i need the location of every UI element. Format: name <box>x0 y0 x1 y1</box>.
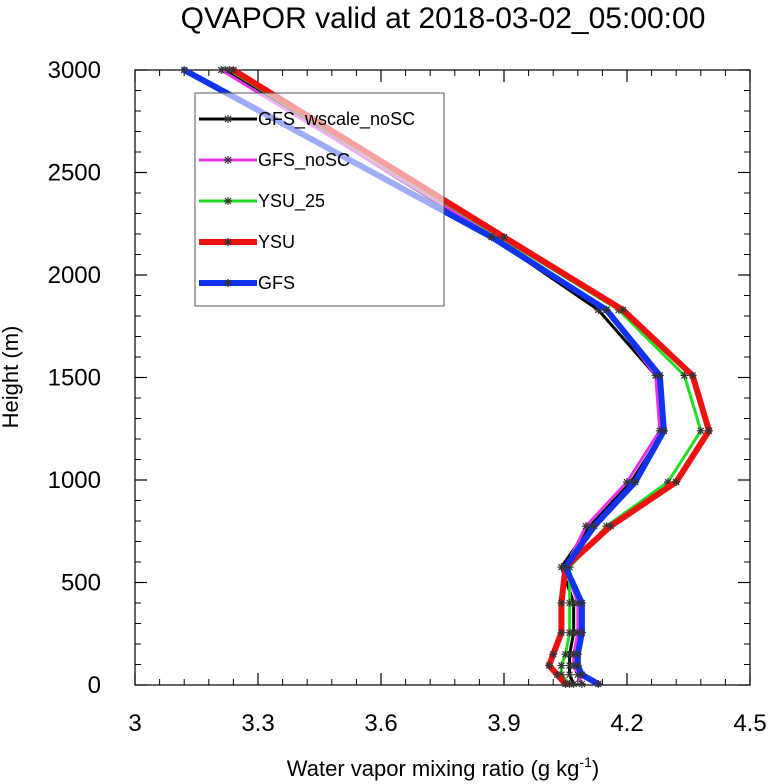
series-layer <box>180 66 713 688</box>
data-point-gfs <box>655 371 664 380</box>
legend-label: GFS <box>258 273 295 293</box>
y-tick-label: 1000 <box>48 467 101 494</box>
x-axis-label-main: Water vapor mixing ratio (g kg <box>287 756 580 781</box>
x-tick-label: 3 <box>128 710 141 737</box>
y-tick-label: 500 <box>61 570 101 597</box>
legend: GFS_wscale_noSC GFS_noSC YSU_25 YSU GFS <box>194 92 445 307</box>
data-point-gfs-nosc <box>623 478 631 487</box>
data-point-ysu <box>553 670 562 679</box>
chart-title: QVAPOR valid at 2018-03-02_05:00:00 <box>181 2 706 35</box>
y-tick-label: 3000 <box>48 57 101 84</box>
legend-label: GFS_noSC <box>258 150 350 171</box>
data-point-ysu <box>672 478 681 487</box>
data-point-ysu <box>705 426 713 435</box>
data-point-gfs <box>590 522 599 531</box>
x-axis-label-superscript: -1 <box>579 754 592 770</box>
data-point-gfs <box>602 305 611 314</box>
legend-item-ysu: YSU <box>199 232 295 252</box>
legend-label: YSU <box>258 232 295 252</box>
data-point-gfs-wscale-nosc <box>565 670 574 679</box>
data-point-ysu <box>606 522 615 531</box>
data-point-gfs <box>487 233 496 242</box>
x-axis-ticks: 3 3.3 3.6 3.9 4.2 4.5 <box>128 70 767 737</box>
data-point-ysu-25 <box>696 426 705 435</box>
data-point-ysu <box>500 233 508 242</box>
data-point-ysu <box>549 650 558 659</box>
data-point-ysu-25 <box>557 661 566 670</box>
legend-marker <box>224 115 232 123</box>
legend-marker <box>224 238 232 246</box>
data-point-gfs <box>573 650 582 659</box>
y-tick-label: 2000 <box>48 262 101 289</box>
series-line-ysu <box>230 67 712 687</box>
data-point-gfs <box>594 679 603 688</box>
y-tick-label: 0 <box>88 672 101 699</box>
y-axis-ticks: 0 500 1000 1500 2000 2500 3000 <box>48 57 750 699</box>
data-point-gfs-nosc <box>577 679 586 688</box>
x-tick-label: 3.6 <box>364 710 397 737</box>
legend-marker <box>224 156 232 164</box>
data-point-gfs-nosc <box>582 522 590 531</box>
data-point-gfs <box>577 628 586 637</box>
data-point-gfs-nosc <box>217 66 226 74</box>
data-point-ysu-25 <box>565 599 574 607</box>
x-tick-label: 3.3 <box>241 710 274 737</box>
y-tick-label: 1500 <box>48 365 101 392</box>
legend-label: YSU_25 <box>258 191 325 212</box>
data-point-gfs <box>659 426 668 435</box>
data-point-gfs <box>180 66 189 74</box>
legend-label: GFS_wscale_noSC <box>258 109 415 130</box>
data-point-gfs <box>561 563 570 572</box>
legend-item-ysu-25: YSU_25 <box>199 191 325 212</box>
data-point-ysu-25 <box>561 650 570 659</box>
data-point-ysu <box>688 371 697 380</box>
y-tick-label: 2500 <box>48 160 101 187</box>
data-point-ysu <box>545 661 554 670</box>
data-point-ysu <box>557 599 566 607</box>
data-point-ysu-25 <box>565 628 574 637</box>
legend-item-gfs-nosc: GFS_noSC <box>199 150 350 171</box>
x-tick-label: 3.9 <box>487 710 520 737</box>
x-tick-label: 4.2 <box>610 710 643 737</box>
legend-item-gfs-wscale-nosc: GFS_wscale_noSC <box>199 109 415 130</box>
legend-marker <box>224 279 232 287</box>
data-point-gfs <box>577 599 586 607</box>
x-axis-label: Water vapor mixing ratio (g kg-1) <box>287 754 599 781</box>
data-point-gfs <box>573 661 582 670</box>
legend-item-gfs: GFS <box>199 273 295 293</box>
data-point-gfs <box>577 670 586 679</box>
x-tick-label: 4.5 <box>733 710 766 737</box>
x-axis-label-suffix: ) <box>592 756 599 781</box>
data-point-ysu <box>557 628 566 637</box>
data-point-ysu <box>229 66 238 74</box>
legend-marker <box>224 197 232 205</box>
legend-items: GFS_wscale_noSC GFS_noSC YSU_25 YSU GFS <box>199 109 415 293</box>
y-axis-label: Height (m) <box>0 326 23 429</box>
data-point-ysu <box>618 305 627 314</box>
data-point-ysu <box>561 679 570 688</box>
data-point-gfs <box>631 478 640 487</box>
